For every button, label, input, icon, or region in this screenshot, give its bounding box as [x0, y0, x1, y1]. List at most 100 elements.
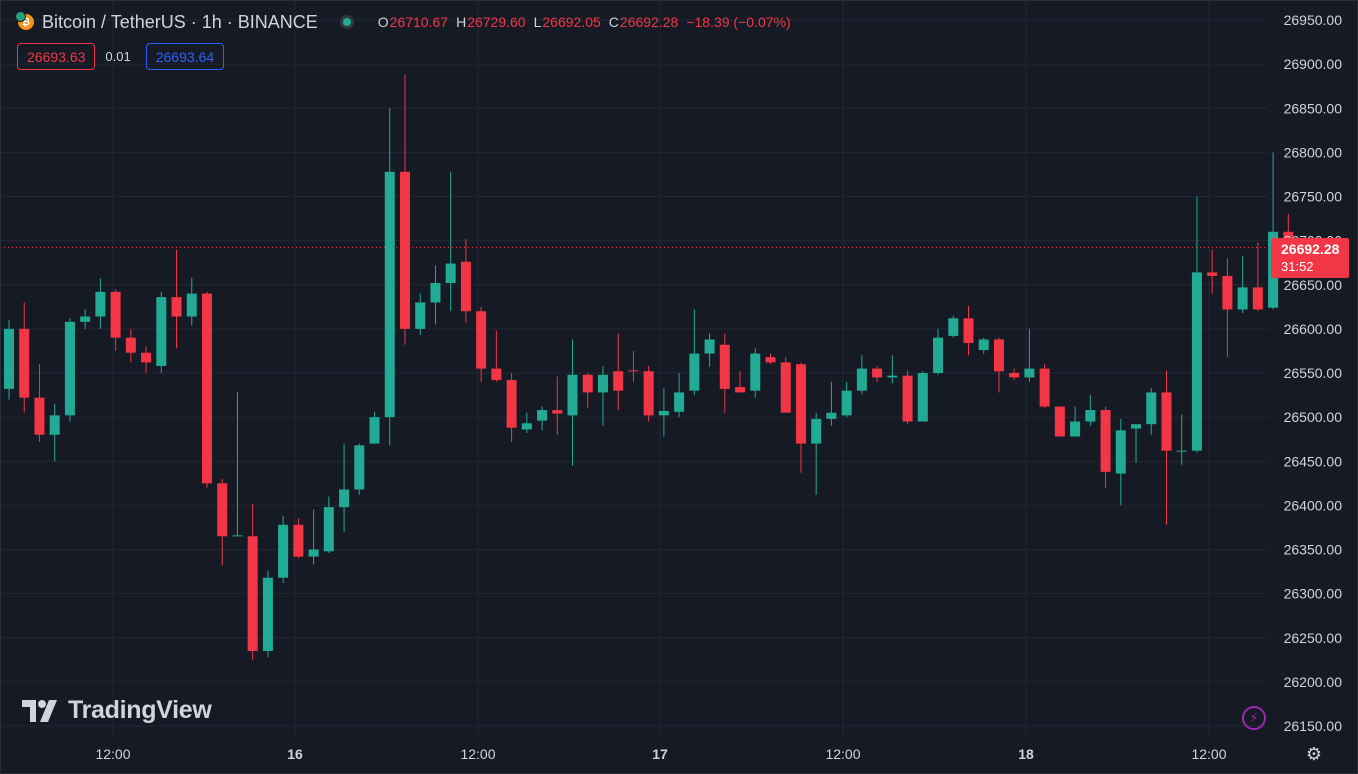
candle-body	[1222, 275, 1233, 310]
price-tick-label: 26850.00	[1284, 100, 1343, 116]
candle-up	[1085, 395, 1096, 426]
candle-body	[1085, 410, 1096, 422]
last-price-value: 26692.28	[1281, 241, 1340, 257]
candle-body	[795, 364, 806, 444]
candle-down	[582, 373, 593, 409]
price-tick-label: 26400.00	[1284, 497, 1343, 513]
candle-body	[4, 328, 14, 389]
candle-body	[430, 282, 441, 303]
candle-up	[95, 278, 106, 329]
candle-body	[597, 374, 608, 393]
candle-body	[354, 445, 365, 490]
candle-up	[750, 348, 761, 398]
candle-body	[750, 353, 761, 391]
candle-up	[430, 265, 441, 325]
candle-up	[597, 365, 608, 426]
candle-up	[841, 381, 852, 418]
candle-body	[80, 316, 91, 322]
candle-down	[399, 74, 410, 345]
candle-up	[384, 108, 395, 446]
candle-up	[674, 373, 685, 418]
candle-body	[186, 293, 197, 317]
candle-down	[643, 365, 654, 422]
candle-body	[476, 311, 487, 369]
tradingview-logo-icon	[22, 699, 57, 722]
gear-icon[interactable]: ⚙	[1305, 743, 1323, 764]
candle-body	[399, 171, 410, 329]
time-tick-label: 12:00	[825, 746, 860, 762]
candle-body	[689, 353, 700, 391]
symbol-title[interactable]: Bitcoin / TetherUS · 1h · BINANCE	[42, 11, 318, 32]
bar-countdown: 31:52	[1281, 259, 1314, 274]
high-value: 26729.60	[467, 14, 526, 30]
candle-body	[506, 380, 517, 428]
price-axis[interactable]: 26950.00 26900.00 26850.00 26800.00 26750.00…	[1284, 12, 1343, 734]
time-tick-label: 12:00	[460, 746, 495, 762]
candle-up	[933, 328, 944, 375]
candle-body	[780, 362, 791, 413]
time-tick-label: 12:00	[1191, 746, 1226, 762]
candle-body	[735, 387, 746, 393]
candle-down	[247, 503, 258, 660]
candle-body	[1146, 392, 1157, 425]
candle-up	[323, 496, 334, 554]
candle-down	[902, 370, 913, 425]
candle-up	[537, 406, 548, 431]
candle-body	[674, 392, 685, 412]
candle-body	[323, 507, 334, 552]
candle-up	[80, 309, 91, 329]
candle-down	[110, 289, 121, 351]
candle-body	[704, 339, 715, 354]
tradingview-logo[interactable]: TradingView	[22, 696, 212, 725]
candle-body	[156, 297, 167, 366]
candle-up	[415, 293, 426, 336]
candle-up	[49, 403, 60, 462]
candle-up	[1191, 196, 1202, 453]
candle-body	[369, 417, 380, 444]
lightning-icon[interactable]: ⚡	[1242, 706, 1266, 730]
candle-body	[445, 263, 456, 283]
buy-price-button[interactable]: 26693.64	[145, 43, 225, 70]
close-value: 26692.28	[619, 14, 679, 30]
time-axis[interactable]: 12:00 16 12:00 17 12:00 18 12:00	[95, 746, 1226, 762]
chart-grid	[0, 0, 1268, 735]
candle-down	[460, 238, 471, 323]
candle-body	[247, 536, 258, 651]
candle-down	[1009, 368, 1020, 381]
time-tick-label: 17	[652, 746, 668, 762]
high-key: H	[456, 14, 467, 30]
candle-body	[841, 390, 852, 416]
candles	[4, 74, 1294, 660]
candle-down	[1222, 258, 1233, 358]
candle-up	[826, 381, 837, 426]
candle-body	[95, 291, 106, 317]
market-open-dot-icon[interactable]	[339, 15, 354, 29]
candle-down	[1252, 242, 1263, 312]
candle-body	[948, 318, 959, 336]
candle-body	[125, 337, 136, 353]
candle-body	[384, 171, 395, 418]
candle-body	[643, 371, 654, 416]
candle-down	[963, 305, 974, 356]
candle-up	[658, 388, 669, 437]
close-key: C	[608, 14, 619, 30]
candle-body	[1207, 272, 1218, 276]
price-tick-label: 26600.00	[1284, 321, 1343, 337]
candle-down	[628, 350, 639, 382]
candle-body	[293, 524, 304, 557]
candle-body	[217, 483, 228, 537]
candle-up	[262, 570, 273, 658]
candle-body	[887, 375, 898, 378]
candle-body	[415, 302, 426, 329]
candle-down	[1207, 249, 1218, 294]
candle-down	[217, 478, 228, 566]
candle-up	[64, 318, 75, 422]
candle-down	[34, 364, 45, 442]
candle-body	[521, 423, 532, 430]
candle-down	[719, 333, 730, 413]
candle-down	[1100, 406, 1111, 488]
price-tick-label: 26650.00	[1284, 277, 1343, 293]
open-key: O	[377, 14, 389, 30]
sell-price-button[interactable]: 26693.63	[17, 43, 96, 70]
